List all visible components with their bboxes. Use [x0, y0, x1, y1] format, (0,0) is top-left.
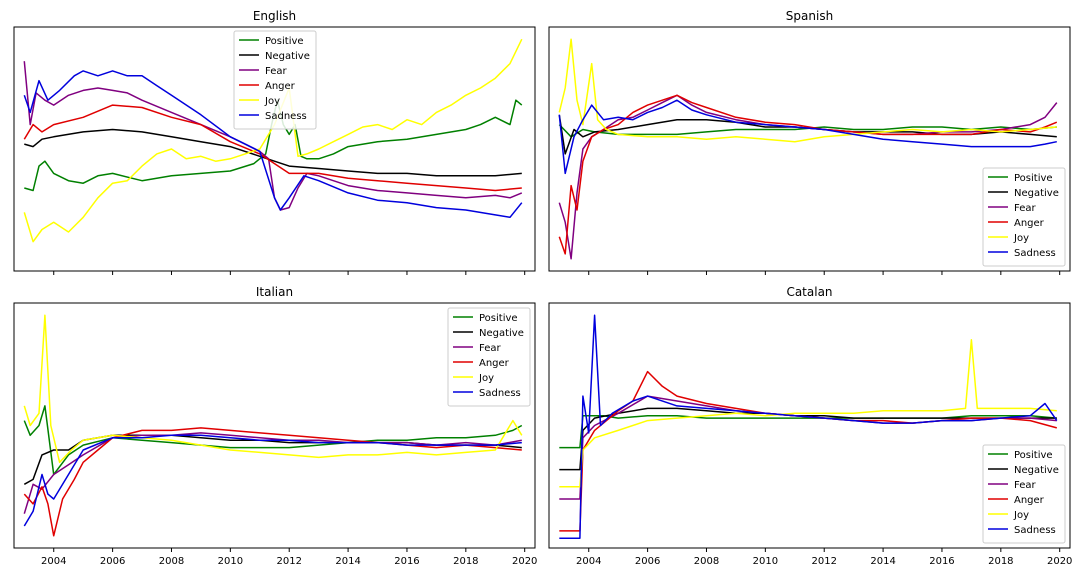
series-line-fear: [558, 94, 1058, 260]
x-tick-label: 2018: [453, 556, 478, 567]
x-tick-label: 2018: [988, 556, 1013, 567]
x-tick-label: 2010: [218, 556, 243, 567]
x-tick-label: 2020: [1047, 556, 1072, 567]
legend-label-fear: Fear: [265, 66, 287, 77]
x-tick-label: 2008: [694, 556, 719, 567]
legend-label-positive: Positive: [265, 36, 304, 47]
legend-label-negative: Negative: [1014, 188, 1059, 199]
legend-label-sadness: Sadness: [479, 388, 521, 399]
panel-title: Catalan: [786, 285, 832, 299]
legend-label-anger: Anger: [1014, 495, 1045, 506]
series-line-joy: [559, 339, 1057, 488]
series-line-fear: [23, 432, 522, 514]
legend-label-positive: Positive: [1014, 173, 1053, 184]
x-tick-label: 2004: [41, 556, 66, 567]
x-tick-label: 2014: [335, 556, 360, 567]
series-line-joy: [23, 314, 523, 464]
series-line-anger: [23, 104, 522, 192]
axes-frame: [13, 302, 536, 549]
series-line-sadness: [23, 70, 523, 219]
legend-label-positive: Positive: [1014, 450, 1053, 461]
legend-label-fear: Fear: [479, 343, 501, 354]
legend-label-joy: Joy: [264, 96, 280, 107]
series-line-positive: [559, 414, 1057, 449]
legend-label-negative: Negative: [265, 51, 310, 62]
legend-label-joy: Joy: [1013, 233, 1029, 244]
x-tick-label: 2014: [870, 556, 895, 567]
x-tick-label: 2016: [394, 556, 419, 567]
panel-english: English Positive Negative Fear Anger Joy Sadne…: [13, 9, 536, 275]
x-tick-label: 2004: [576, 556, 601, 567]
series-line-sadness: [559, 314, 1058, 539]
panel-spanish: Spanish Positive Negative Fear Anger Joy Sadne…: [548, 9, 1071, 275]
x-tick-label: 2020: [512, 556, 537, 567]
legend-label-sadness: Sadness: [1014, 525, 1056, 536]
legend-label-joy: Joy: [1013, 510, 1029, 521]
panel-title: Italian: [256, 285, 293, 299]
legend-label-joy: Joy: [478, 373, 494, 384]
legend: Positive Negative Fear Anger Joy Sadness: [982, 444, 1066, 544]
legend-label-sadness: Sadness: [1014, 248, 1056, 259]
x-tick-label: 2012: [276, 556, 301, 567]
series-line-anger: [559, 370, 1057, 532]
legend: Positive Negative Fear Anger Joy Sadness: [447, 307, 531, 407]
legend: Positive Negative Fear Anger Joy Sadness: [982, 167, 1066, 267]
axes-frame: [548, 302, 1071, 549]
axes-frame: [13, 26, 536, 272]
legend-label-negative: Negative: [479, 328, 524, 339]
series-line-negative: [24, 128, 522, 177]
series-line-sadness: [558, 99, 1057, 175]
x-tick-label: 2010: [753, 556, 778, 567]
panel-title: Spanish: [786, 9, 833, 23]
x-tick-label: 2016: [929, 556, 954, 567]
legend-label-anger: Anger: [479, 358, 510, 369]
panel-title: English: [253, 9, 296, 23]
legend-label-positive: Positive: [479, 313, 518, 324]
panel-catalan: Catalan 2004 2006 2008 2010 2012 2014 2016 2018 2…: [548, 285, 1072, 567]
axes-frame: [548, 26, 1071, 272]
series-line-sadness: [23, 434, 522, 527]
legend: Positive Negative Fear Anger Joy Sadness: [233, 30, 317, 130]
x-tick-label: 2006: [100, 556, 125, 567]
series-line-anger: [558, 94, 1058, 255]
x-tick-label: 2012: [811, 556, 836, 567]
legend-label-fear: Fear: [1014, 203, 1036, 214]
x-tick-label: 2008: [159, 556, 184, 567]
legend-label-negative: Negative: [1014, 465, 1059, 476]
legend-label-anger: Anger: [1014, 218, 1045, 229]
series-line-fear: [559, 395, 1057, 500]
x-tick-label: 2006: [635, 556, 660, 567]
series-line-negative: [23, 434, 522, 485]
legend-label-sadness: Sadness: [265, 111, 307, 122]
panel-italian: Italian 2004 2006 2008 2010 2012 2014 2016 2018 2…: [13, 285, 537, 567]
legend-label-fear: Fear: [1014, 480, 1036, 491]
legend-label-anger: Anger: [265, 81, 296, 92]
